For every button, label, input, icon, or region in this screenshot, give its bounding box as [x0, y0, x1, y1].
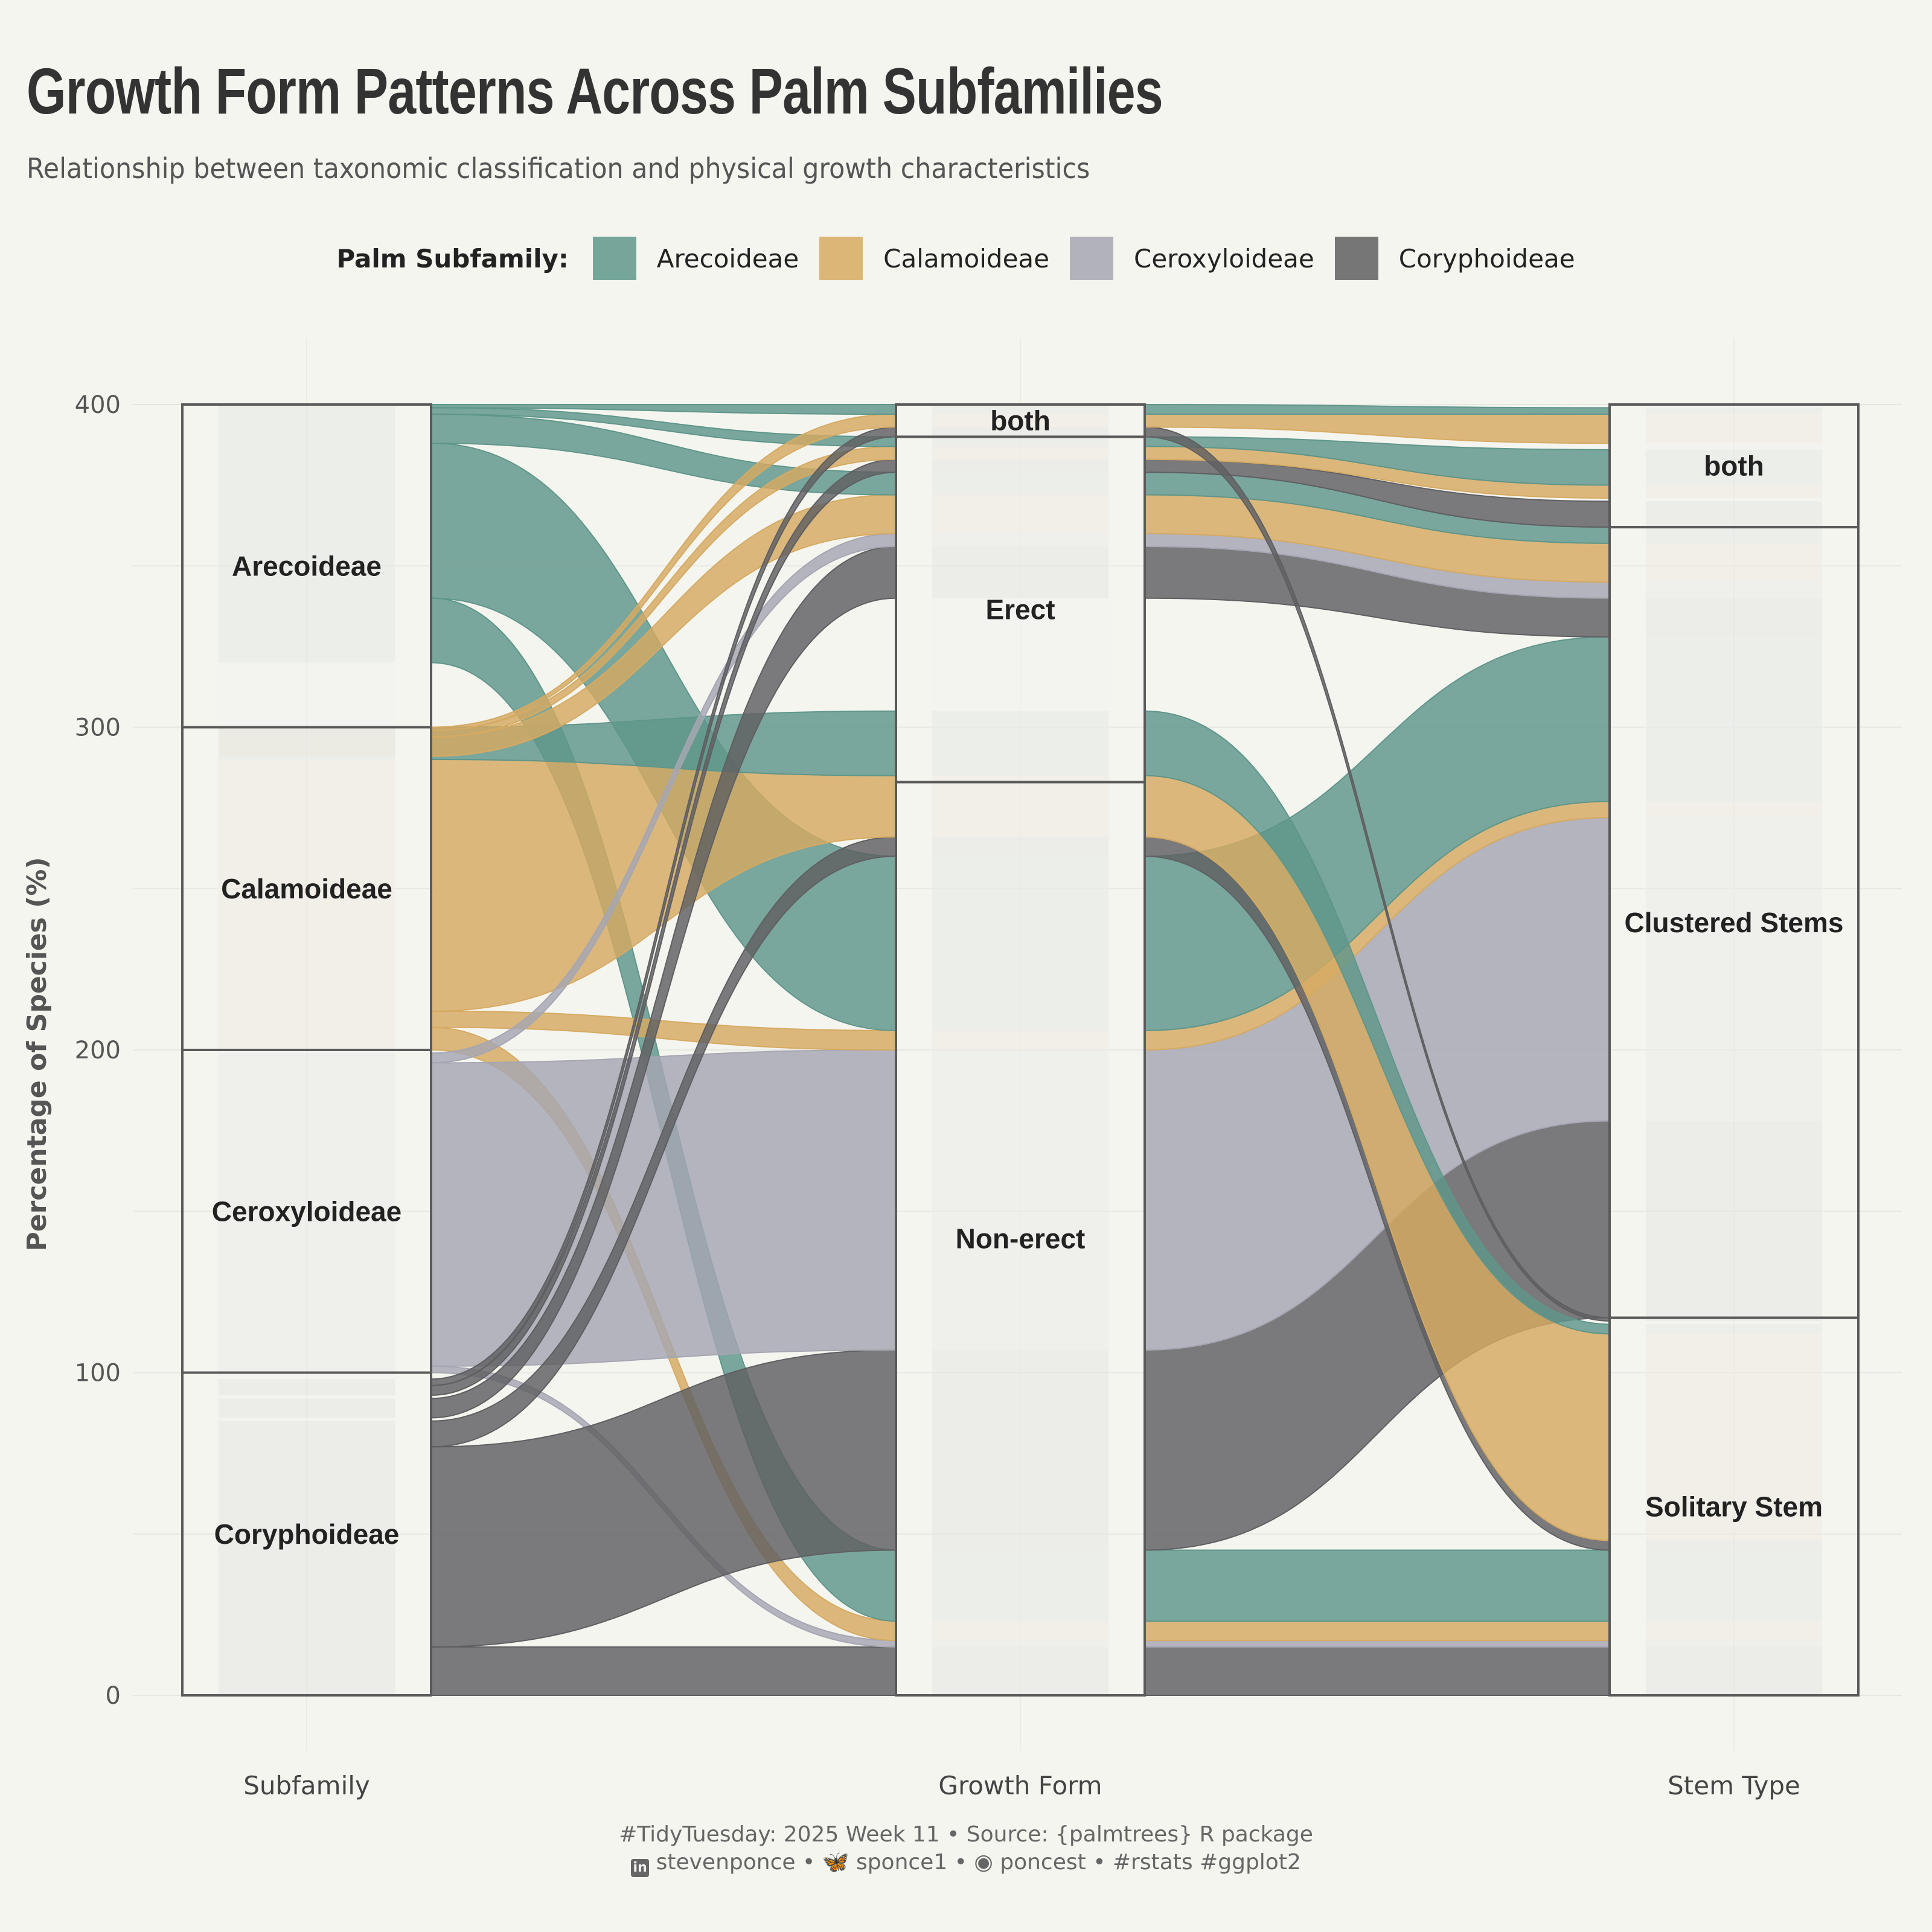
- strata-boxes: Coryphoideae Ceroxyloideae Calamoideae Arec…: [181, 403, 1860, 1697]
- y-tick-label: 400: [75, 391, 121, 419]
- legend-item-calamoideae: Calamoideae: [819, 237, 1049, 280]
- legend-swatch: [592, 237, 636, 280]
- caption-credits: in stevenponce • 🦋 sponce1 • ◉ poncest •…: [0, 1849, 1932, 1877]
- stratum-background: [1645, 405, 1823, 1695]
- chart-title: Growth Form Patterns Across Palm Subfami…: [27, 54, 1163, 127]
- legend-item-arecoideae: Arecoideae: [592, 237, 799, 280]
- stratum-label: Solitary Stem: [1645, 1491, 1823, 1522]
- y-tick-label: 100: [75, 1360, 121, 1387]
- y-axis-label: Percentage of Species (%): [22, 857, 53, 1252]
- caption-bluesky: sponce1: [856, 1850, 948, 1875]
- legend-item-ceroxyloideae: Ceroxyloideae: [1070, 237, 1314, 280]
- caption-linkedin: stevenponce: [656, 1850, 796, 1875]
- legend-item-coryphoideae: Coryphoideae: [1334, 237, 1575, 280]
- x-axis-labels: Subfamily Growth Form Stem Type: [243, 1771, 1800, 1800]
- stratum-label: both: [1704, 450, 1764, 482]
- y-axis-ticks: 0 100 200 300 400: [75, 391, 121, 1710]
- y-tick-label: 0: [106, 1682, 121, 1710]
- flow-band: [1144, 1549, 1610, 1622]
- stratum-label: Coryphoideae: [214, 1518, 400, 1550]
- legend: Palm Subfamily: Arecoideae Calamoideae C…: [0, 237, 1932, 280]
- legend-label: Calamoideae: [883, 243, 1049, 273]
- stratum-label: both: [990, 405, 1051, 437]
- y-tick-label: 300: [75, 714, 121, 742]
- x-axis-label: Subfamily: [243, 1771, 370, 1800]
- stratum-label: Calamoideae: [221, 873, 392, 904]
- legend-label: Ceroxyloideae: [1134, 243, 1314, 273]
- linkedin-icon: in: [631, 1859, 650, 1877]
- flow-band: [1144, 403, 1610, 415]
- chart-subtitle: Relationship between taxonomic classific…: [27, 152, 1090, 185]
- flow-band: [1144, 1646, 1610, 1697]
- legend-swatch: [1070, 237, 1113, 280]
- stratum-box: [1608, 403, 1860, 529]
- legend-title: Palm Subfamily:: [336, 243, 569, 273]
- x-axis-label: Growth Form: [938, 1771, 1102, 1800]
- stratum-label: Non-erect: [956, 1223, 1086, 1255]
- legend-label: Arecoideae: [656, 243, 799, 273]
- legend-swatch: [1334, 237, 1378, 280]
- flow-band: [1144, 1640, 1610, 1648]
- stratum-label: Arecoideae: [232, 550, 382, 581]
- butterfly-icon: 🦋: [822, 1850, 849, 1875]
- y-tick-label: 200: [75, 1037, 121, 1064]
- flow-band: [430, 1646, 897, 1697]
- stratum-box: [895, 403, 1146, 438]
- stratum-box: [181, 403, 432, 729]
- github-icon: ◉: [974, 1850, 993, 1875]
- caption: #TidyTuesday: 2025 Week 11 • Source: {pa…: [0, 1821, 1932, 1877]
- caption-github: poncest: [1000, 1850, 1086, 1875]
- legend-swatch: [819, 237, 863, 280]
- flow-band: [1144, 1620, 1610, 1642]
- x-axis-label: Stem Type: [1668, 1771, 1800, 1800]
- caption-source: #TidyTuesday: 2025 Week 11 • Source: {pa…: [619, 1822, 1313, 1847]
- stratum-background: [931, 405, 1110, 1695]
- stratum-label: Ceroxyloideae: [212, 1195, 401, 1227]
- stratum-label: Clustered Stems: [1624, 907, 1843, 938]
- caption-tags: #rstats #ggplot2: [1112, 1850, 1301, 1875]
- legend-label: Coryphoideae: [1398, 243, 1575, 273]
- stratum-label: Erect: [985, 593, 1055, 625]
- flow-band: [430, 1049, 897, 1367]
